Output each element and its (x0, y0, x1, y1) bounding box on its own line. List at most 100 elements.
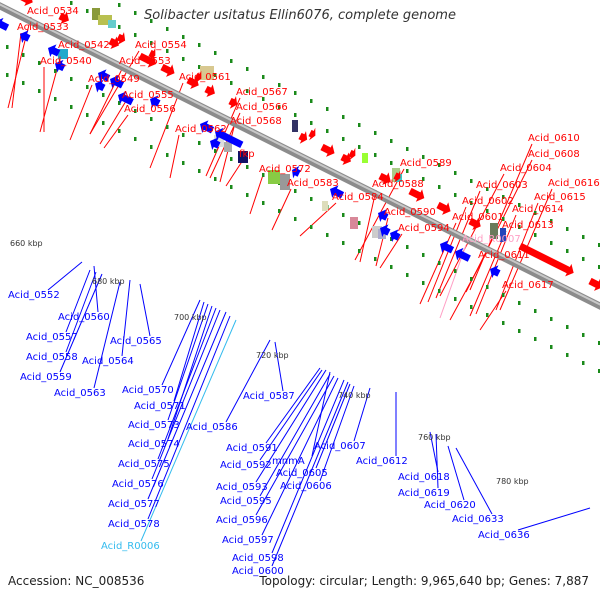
forward-gene-arrow (518, 242, 574, 277)
callout-line (161, 299, 201, 386)
outer-guide-dot (230, 59, 233, 63)
gene-label-Acid_0556: Acid_0556 (124, 104, 176, 115)
gene-label-Acid_0601: Acid_0601 (452, 212, 504, 223)
outer-guide-dot (342, 241, 345, 245)
inner-guide-dot (550, 241, 553, 245)
outer-guide-dot (182, 161, 185, 165)
callout-line (249, 174, 264, 215)
forward-gene-arrow (160, 63, 175, 77)
outer-guide-dot (374, 131, 377, 135)
forward-gene-arrow (340, 152, 351, 166)
callout-line (147, 311, 227, 500)
gene-label-Acid_0576: Acid_0576 (112, 479, 164, 490)
inner-guide-dot (406, 169, 409, 173)
outer-guide-dot (582, 235, 585, 239)
inner-guide-dot (182, 57, 185, 61)
inner-guide-dot (246, 165, 249, 169)
reverse-gene-arrow (440, 240, 455, 254)
outer-guide-dot (486, 313, 489, 317)
outer-guide-dot (86, 113, 89, 117)
forward-gene-arrow (348, 147, 356, 161)
gene-label-Acid_0598: Acid_0598 (232, 553, 284, 564)
gene-label-Acid_0589: Acid_0589 (400, 158, 452, 169)
callout-line (157, 307, 217, 460)
outer-guide-dot (198, 169, 201, 173)
forward-gene-arrow (320, 143, 335, 157)
gene-label-Acid_0552: Acid_0552 (8, 290, 60, 301)
gene-label-Acid_0592: Acid_0592 (220, 460, 272, 471)
reverse-gene-arrow (330, 185, 345, 199)
inner-guide-dot (86, 85, 89, 89)
inner-guide-dot (38, 61, 41, 65)
callout-line (121, 279, 131, 357)
gene-label-Acid_0608: Acid_0608 (528, 149, 580, 160)
gene-label-Acid_0619: Acid_0619 (398, 488, 450, 499)
inner-guide-dot (134, 109, 137, 113)
gene-label-Acid_0597: Acid_0597 (222, 535, 274, 546)
feature-block (362, 153, 368, 163)
gene-label-Acid_R0006: Acid_R0006 (101, 541, 160, 552)
callout-line (139, 283, 151, 337)
ruler-tick-label: 680 kbp (92, 277, 125, 286)
callout-line (315, 383, 351, 469)
gene-label-Acid_0618: Acid_0618 (398, 472, 450, 483)
callout-line (271, 188, 292, 231)
inner-guide-dot (246, 89, 249, 93)
gene-label-Acid_0560: Acid_0560 (58, 312, 110, 323)
inner-guide-dot (230, 157, 233, 161)
callout-line (261, 377, 339, 536)
gene-label-Acid_0614: Acid_0614 (512, 204, 564, 215)
outer-guide-dot (358, 123, 361, 127)
gene-label-Acid_0567: Acid_0567 (236, 87, 288, 98)
outer-guide-dot (534, 337, 537, 341)
gene-label-mnmA: mnmA (272, 456, 305, 467)
inner-guide-dot (22, 53, 25, 57)
topology-text: Topology: circular; Length: 9,965,640 bp… (259, 574, 589, 588)
forward-gene-arrow (436, 201, 451, 215)
gene-label-Acid_0615: Acid_0615 (534, 192, 586, 203)
ruler-tick-label: 780 kbp (496, 477, 529, 486)
callout-line (169, 134, 180, 179)
inner-guide-dot (214, 73, 217, 77)
callout-line (517, 507, 591, 531)
inner-guide-dot (102, 93, 105, 97)
inner-guide-dot (86, 9, 89, 13)
gene-label-Acid_0616: Acid_0616 (548, 178, 600, 189)
gene-label-Acid_0553: Acid_0553 (119, 56, 171, 67)
callout-line (11, 32, 22, 109)
gene-label-Acid_0575: Acid_0575 (118, 459, 170, 470)
forward-gene-arrow (58, 11, 69, 25)
forward-gene-arrow (108, 36, 119, 50)
outer-guide-dot (342, 115, 345, 119)
gene-label-Acid_0587: Acid_0587 (243, 391, 295, 402)
outer-guide-dot (598, 243, 600, 247)
inner-guide-dot (262, 97, 265, 101)
outer-guide-dot (118, 3, 121, 7)
outer-guide-dot (550, 219, 553, 223)
gene-label-Acid_0620: Acid_0620 (424, 500, 476, 511)
label-layer: Acid_0534 Acid_0533 Acid_0542 Acid_0540 Acid… (8, 6, 600, 577)
gene-label-Acid_0612: Acid_0612 (356, 456, 408, 467)
gene-label-Acid_0607: Acid_0607 (314, 441, 366, 452)
gene-label-Acid_0606: Acid_0606 (280, 481, 332, 492)
inner-guide-dot (374, 153, 377, 157)
outer-guide-dot (278, 209, 281, 213)
outer-guide-dot (502, 195, 505, 199)
outer-guide-dot (118, 129, 121, 133)
gene-label-Acid_0570: Acid_0570 (122, 385, 174, 396)
outer-guide-dot (582, 361, 585, 365)
callout-line (59, 273, 103, 373)
inner-guide-dot (566, 325, 569, 329)
inner-guide-dot (326, 129, 329, 133)
gene-label-Acid_0572: Acid_0572 (259, 164, 311, 175)
accession-text: Accession: NC_008536 (8, 574, 145, 588)
gene-label-Acid_0577: Acid_0577 (108, 499, 160, 510)
inner-guide-dot (582, 257, 585, 261)
gene-label-Acid_0583: Acid_0583 (287, 178, 339, 189)
callout-line (479, 290, 507, 331)
outer-guide-dot (406, 273, 409, 277)
feature-block (280, 174, 290, 190)
reverse-gene-arrow (490, 265, 501, 278)
gene-label-Acid_0596: Acid_0596 (216, 515, 268, 526)
